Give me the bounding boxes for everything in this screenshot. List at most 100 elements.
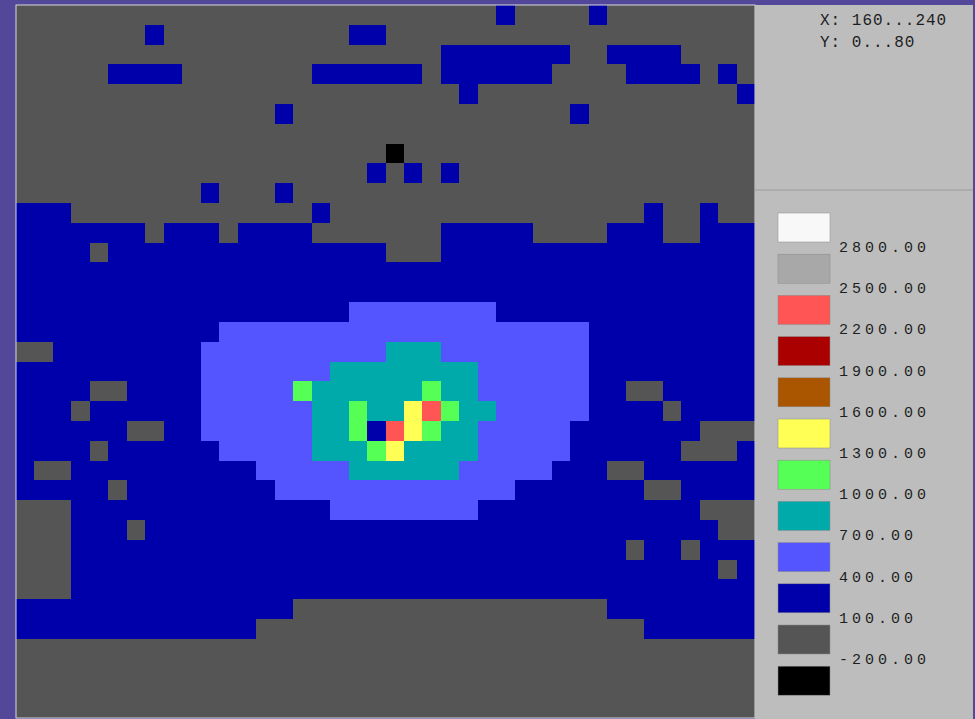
heatmap-cell — [681, 124, 700, 144]
heatmap-cell — [330, 262, 349, 282]
heatmap-cell — [626, 104, 645, 124]
heatmap-cell — [201, 183, 220, 203]
heatmap-cell — [367, 64, 386, 84]
heatmap-cell — [533, 243, 552, 263]
heatmap-cell — [441, 599, 460, 619]
heatmap-cell — [293, 461, 312, 481]
heatmap-cell — [219, 25, 238, 45]
heatmap-cell — [275, 639, 294, 659]
heatmap-cell — [275, 262, 294, 282]
heatmap-cell — [16, 104, 35, 124]
heatmap-cell — [552, 540, 571, 560]
heatmap-cell — [238, 362, 257, 382]
heatmap-cell — [145, 381, 164, 401]
heatmap-cell — [478, 104, 497, 124]
heatmap-cell — [552, 302, 571, 322]
heatmap-cell — [256, 421, 275, 441]
heatmap-cell — [700, 243, 719, 263]
heatmap-cell — [459, 144, 478, 164]
heatmap-cell — [441, 659, 460, 679]
heatmap-cell — [164, 203, 183, 223]
heatmap-cell — [478, 124, 497, 144]
heatmap-cell — [219, 262, 238, 282]
heatmap-cell — [182, 579, 201, 599]
heatmap-cell — [386, 619, 405, 639]
heatmap-cell — [441, 183, 460, 203]
heatmap-cell — [663, 282, 682, 302]
heatmap-cell — [367, 223, 386, 243]
heatmap-cell — [90, 698, 109, 718]
heatmap-cell — [108, 461, 127, 481]
heatmap-cell — [459, 579, 478, 599]
heatmap-cell — [182, 223, 201, 243]
heatmap-cell — [201, 560, 220, 580]
heatmap-cell — [607, 441, 626, 461]
heatmap-cell — [256, 144, 275, 164]
heatmap-cell — [238, 381, 257, 401]
heatmap-cell — [496, 144, 515, 164]
heatmap-cell — [312, 599, 331, 619]
heatmap-cell — [34, 302, 53, 322]
heatmap-cell — [496, 579, 515, 599]
heatmap-cell — [219, 619, 238, 639]
heatmap-cell — [201, 302, 220, 322]
heatmap-cell — [34, 461, 53, 481]
heatmap-cell — [219, 579, 238, 599]
heatmap-cell — [718, 45, 737, 65]
heatmap-cell — [108, 659, 127, 679]
heatmap-cell — [312, 302, 331, 322]
heatmap-cell — [441, 342, 460, 362]
heatmap-cell — [238, 401, 257, 421]
heatmap-cell — [626, 560, 645, 580]
heatmap-cell — [219, 639, 238, 659]
heatmap-cell — [182, 599, 201, 619]
heatmap-cell — [34, 480, 53, 500]
heatmap-cell — [293, 540, 312, 560]
heatmap-cell — [275, 322, 294, 342]
heatmap-cell — [663, 540, 682, 560]
legend-swatch — [778, 666, 830, 695]
heatmap-cell — [238, 441, 257, 461]
heatmap-cell — [570, 302, 589, 322]
heatmap-cell — [441, 243, 460, 263]
heatmap-cell — [53, 520, 72, 540]
heatmap-cell — [718, 381, 737, 401]
heatmap-cell — [515, 480, 534, 500]
heatmap-cell — [182, 639, 201, 659]
heatmap-cell — [16, 45, 35, 65]
heatmap-cell — [238, 659, 257, 679]
heatmap-cell — [478, 619, 497, 639]
heatmap-cell — [256, 659, 275, 679]
heatmap-cell — [626, 599, 645, 619]
heatmap-cell — [53, 64, 72, 84]
heatmap-cell — [71, 560, 90, 580]
heatmap-cell — [164, 461, 183, 481]
heatmap-cell — [219, 560, 238, 580]
heatmap-cell — [737, 262, 755, 282]
heatmap-cell — [182, 500, 201, 520]
heatmap-cell — [422, 243, 441, 263]
heatmap-cell — [256, 678, 275, 698]
heatmap-cell — [164, 619, 183, 639]
heatmap-cell — [275, 5, 294, 25]
heatmap-cell — [275, 500, 294, 520]
heatmap-cell — [238, 639, 257, 659]
heatmap-cell — [145, 243, 164, 263]
heatmap-cell — [127, 322, 146, 342]
heatmap-cell — [386, 381, 405, 401]
heatmap-cell — [422, 362, 441, 382]
heatmap-cell — [330, 322, 349, 342]
heatmap-cell — [626, 163, 645, 183]
heatmap-cell — [607, 84, 626, 104]
heatmap-cell — [422, 84, 441, 104]
heatmap-cell — [238, 342, 257, 362]
heatmap-cell — [71, 698, 90, 718]
heatmap-cell — [663, 183, 682, 203]
heatmap-cell — [330, 223, 349, 243]
heatmap-cell — [589, 480, 608, 500]
heatmap-cell — [496, 421, 515, 441]
heatmap-cell — [552, 64, 571, 84]
heatmap-cell — [552, 124, 571, 144]
heatmap-cell — [90, 223, 109, 243]
heatmap-cell — [644, 441, 663, 461]
